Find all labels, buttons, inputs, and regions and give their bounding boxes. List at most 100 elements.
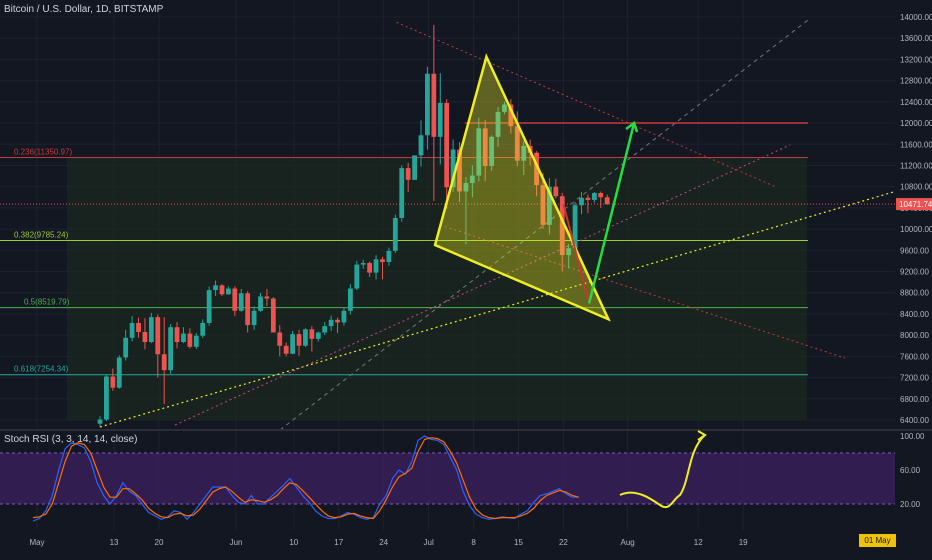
candle-body (168, 327, 174, 371)
price-tick-label: 10800.00 (900, 183, 932, 192)
candles (97, 24, 610, 427)
fib-level-label: 0.382(9785.24) (14, 230, 69, 239)
candle-body (444, 102, 450, 188)
triangle-pattern (433, 53, 611, 322)
candle-body (219, 285, 225, 295)
candle-body (123, 337, 129, 358)
time-tick-label: May (29, 538, 44, 547)
candle-body (367, 263, 373, 273)
candle-body (136, 322, 141, 332)
candle-body (354, 264, 360, 289)
candle-body (547, 186, 552, 225)
candle-body (232, 288, 238, 311)
candle-body (303, 329, 308, 346)
candle-body (213, 285, 218, 291)
candle-body (238, 293, 244, 311)
chart-title: Bitcoin / U.S. Dollar, 1D, BITSTAMP (4, 4, 164, 15)
price-tick-label: 10000.00 (900, 225, 932, 234)
candle-body (200, 322, 206, 336)
candle-body (155, 317, 161, 355)
candle-body (585, 197, 591, 200)
candle-body (97, 419, 103, 424)
candle-body (418, 135, 424, 156)
price-tick-label: 12000.00 (900, 119, 932, 128)
candle-body (386, 250, 392, 262)
stoch-title: Stoch RSI (3, 3, 14, 14, close) (4, 434, 138, 445)
candle-body (431, 73, 437, 137)
candle-body (405, 168, 411, 180)
candle-body (591, 193, 597, 200)
price-tick-label: 13600.00 (900, 34, 932, 43)
bearish-arrow (562, 203, 591, 304)
time-axis: May 13 20 Jun 10 17 24 Jul 8 15 22 Aug 12 19 (29, 538, 748, 547)
stoch-series-line (32, 437, 579, 520)
hand-drawn-projection (619, 434, 706, 509)
time-tick-label: Jul (424, 538, 434, 547)
candle-body (534, 152, 539, 186)
bullish-arrow-head (625, 121, 639, 133)
candle-body (206, 290, 212, 323)
current-price-badge (896, 198, 932, 211)
price-axis-bg (895, 0, 932, 430)
time-tick-label: 17 (334, 538, 343, 547)
candle-body (437, 102, 443, 137)
stoch-rsi-panel: 20.00 60.00 100.00 (0, 429, 932, 522)
price-tick-label: 8000.00 (900, 331, 929, 340)
time-tick-label: 13 (110, 538, 119, 547)
candle-body (469, 175, 475, 183)
candle-body (296, 334, 302, 346)
candle-body (502, 104, 507, 112)
time-tick-label: 22 (559, 538, 568, 547)
candle-body (514, 126, 520, 161)
stoch-band (0, 453, 895, 504)
candle-body (347, 288, 353, 311)
candle-body (187, 333, 193, 347)
candle-body (251, 310, 257, 326)
candle-body (457, 149, 462, 192)
price-tick-label: 8800.00 (900, 289, 929, 298)
candle-body (328, 319, 334, 327)
candle-body (553, 186, 559, 197)
candle-body (258, 296, 263, 311)
candle-body (315, 332, 321, 339)
fib-level-label: 0.236(11350.97) (14, 147, 72, 156)
price-axis: 6400.00 6800.00 7200.00 7600.00 8000.00 8400.… (895, 0, 932, 430)
price-tick-label: 8400.00 (900, 310, 929, 319)
fib-level-label: 0.5(8519.79) (24, 298, 70, 307)
candle-body (482, 128, 488, 167)
projection-arrow-head (697, 430, 707, 441)
candle-body (142, 331, 148, 343)
candle-body (604, 197, 610, 205)
candle-body (193, 335, 199, 347)
candle-body (309, 329, 315, 339)
candle-body (245, 293, 251, 326)
candle-body (508, 104, 514, 127)
candle-body (399, 168, 405, 218)
fib-labels: 0.236(11350.97) 0.382(9785.24) 0.5(8519.79… (14, 147, 72, 373)
candle-body (270, 298, 276, 333)
date-badge: 01 May '20 (859, 534, 896, 558)
stoch-tick-label: 60.00 (900, 466, 921, 475)
candle-body (290, 334, 295, 354)
drawings (433, 53, 639, 322)
fib-level-label: 0.618(7254.34) (14, 365, 69, 374)
candle-body (174, 327, 180, 343)
time-tick-label: Jun (230, 538, 243, 547)
candle-body (341, 310, 347, 323)
price-tick-label: 6800.00 (900, 395, 929, 404)
candle-body (335, 319, 340, 323)
stoch-tick-label: 20.00 (900, 500, 921, 509)
descending-resistance-line (396, 21, 776, 188)
candle-body (566, 248, 572, 256)
price-tick-label: 9600.00 (900, 246, 929, 255)
candle-body (392, 217, 398, 251)
candle-body (104, 376, 109, 420)
price-tick-label: 7200.00 (900, 374, 929, 383)
candle-body (283, 345, 289, 354)
candle-body (412, 155, 417, 180)
price-tick-label: 11200.00 (900, 161, 932, 170)
candle-body (521, 145, 527, 161)
stoch-tick-label: 100.00 (900, 432, 925, 441)
candle-body (226, 288, 231, 295)
